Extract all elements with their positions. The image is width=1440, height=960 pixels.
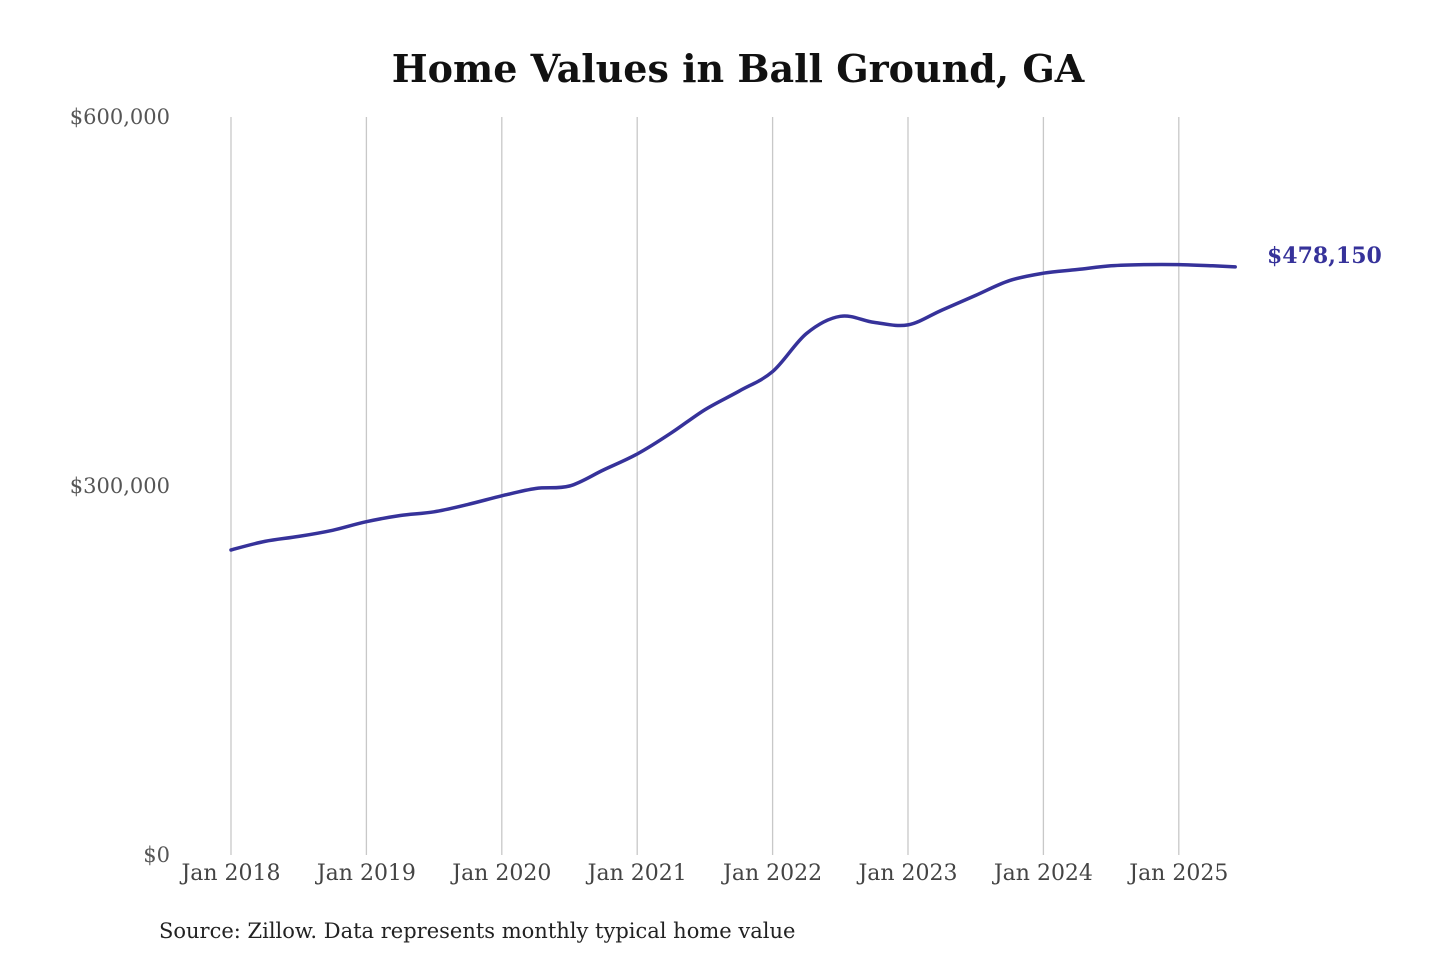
y-axis-ticks: $0 $300,000 $600,000 — [70, 105, 170, 867]
x-tick-label: Jan 2020 — [450, 861, 551, 886]
home-value-line — [229, 262, 1237, 552]
end-value-label: $478,150 — [1267, 243, 1382, 269]
x-tick-label: Jan 2025 — [1127, 861, 1228, 886]
y-tick-label: $0 — [143, 843, 170, 867]
y-tick-label: $300,000 — [70, 474, 170, 498]
x-tick-label: Jan 2023 — [856, 861, 957, 886]
series-layer — [229, 262, 1237, 552]
x-tick-label: Jan 2019 — [315, 861, 416, 886]
x-tick-label: Jan 2024 — [992, 861, 1093, 886]
x-tick-label: Jan 2022 — [721, 861, 822, 886]
x-axis-ticks: Jan 2018 Jan 2019 Jan 2020 Jan 2021 Jan 2022… — [179, 861, 1228, 886]
x-tick-label: Jan 2018 — [179, 861, 280, 886]
chart-title: Home Values in Ball Ground, GA — [392, 46, 1085, 91]
source-note: Source: Zillow. Data represents monthly … — [159, 919, 795, 943]
x-tick-label: Jan 2021 — [586, 861, 687, 886]
y-tick-label: $600,000 — [70, 105, 170, 129]
gridlines — [230, 117, 1180, 855]
